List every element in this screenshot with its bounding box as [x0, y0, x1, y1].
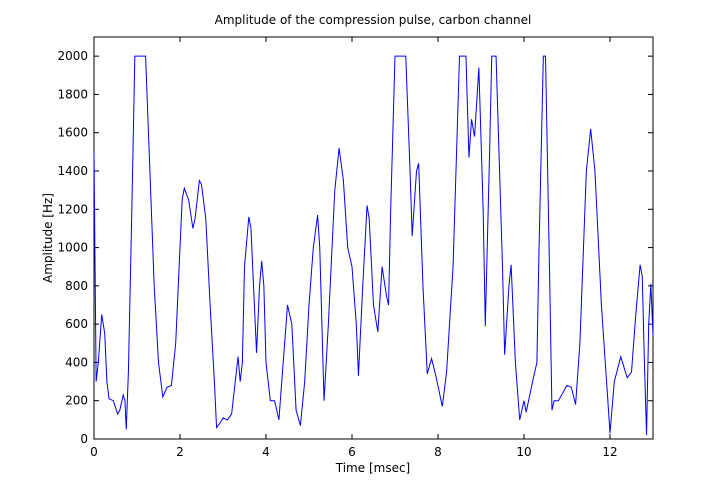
- y-tick-label: 1000: [57, 241, 88, 255]
- y-tick-label: 1800: [57, 87, 88, 101]
- y-tick-label: 1600: [57, 126, 88, 140]
- x-tick-label: 8: [434, 445, 442, 459]
- y-tick-label: 2000: [57, 49, 88, 63]
- data-line: [93, 55, 654, 436]
- x-tick-label: 4: [262, 445, 270, 459]
- x-tick-label: 10: [516, 445, 531, 459]
- y-tick-label: 400: [65, 355, 88, 369]
- axes-box: [93, 36, 654, 440]
- x-tick-label: 12: [602, 445, 617, 459]
- y-tick-label: 0: [80, 432, 88, 446]
- x-axis-label: Time [msec]: [335, 461, 410, 475]
- x-tick-label: 0: [90, 445, 98, 459]
- x-tick-label: 6: [348, 445, 356, 459]
- chart-title: Amplitude of the compression pulse, carb…: [215, 13, 532, 27]
- y-tick-label: 600: [65, 317, 88, 331]
- x-tick-label: 2: [176, 445, 184, 459]
- y-axis-label: Amplitude [Hz]: [41, 193, 55, 283]
- y-tick-label: 1400: [57, 164, 88, 178]
- y-tick-label: 200: [65, 394, 88, 408]
- y-tick-label: 1200: [57, 202, 88, 216]
- y-tick-label: 800: [65, 279, 88, 293]
